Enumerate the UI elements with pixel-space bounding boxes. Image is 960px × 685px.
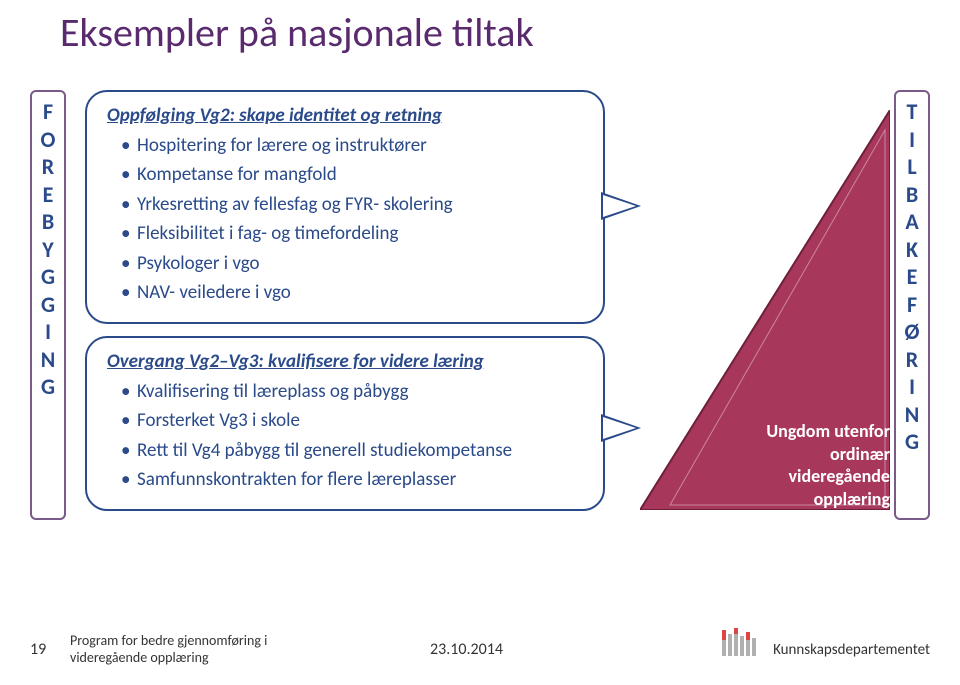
vertical-letter: I xyxy=(32,318,64,346)
vertical-letter: B xyxy=(896,181,928,209)
list-item: Kompetanse for mangfold xyxy=(125,160,583,189)
footer-program-line2: videregående opplæring xyxy=(70,649,209,666)
vertical-letter: R xyxy=(32,153,64,181)
vertical-letter: E xyxy=(32,181,64,209)
callout-heading: Oppfølging Vg2: skape identitet og retni… xyxy=(107,104,583,127)
vertical-letter: T xyxy=(896,98,928,126)
callout-overgang: Overgang Vg2–Vg3: kvalifisere for videre… xyxy=(85,336,605,511)
vertical-letter: Ø xyxy=(896,318,928,346)
list-item: Psykologer i vgo xyxy=(125,249,583,278)
vertical-letter: B xyxy=(32,208,64,236)
callout-list: Hospitering for lærere og instruktørerKo… xyxy=(125,131,583,308)
vertical-letter: G xyxy=(32,263,64,291)
vertical-letter: E xyxy=(896,263,928,291)
footer-date: 23.10.2014 xyxy=(430,640,503,659)
vertical-letter: N xyxy=(32,346,64,374)
footer-program-line1: Program for bedre gjennomføring i xyxy=(70,632,267,649)
vertical-letter: F xyxy=(32,98,64,126)
list-item: NAV- veiledere i vgo xyxy=(125,278,583,307)
footer: 19 Program for bedre gjennomføring i vid… xyxy=(0,617,960,667)
vertical-letter: O xyxy=(32,126,64,154)
slide: Eksempler på nasjonale tiltak FOREBYGGIN… xyxy=(0,0,960,685)
arrow-label: Ungdom utenfor ordinær videregående oppl… xyxy=(740,420,890,510)
vertical-letter: F xyxy=(896,291,928,319)
vertical-letter: N xyxy=(896,401,928,429)
right-vertical-label: TILBAKEFØRING xyxy=(894,90,930,520)
footer-logo-icon xyxy=(720,626,760,665)
left-vertical-label: FOREBYGGING xyxy=(30,90,66,520)
callout-pointer-icon xyxy=(601,192,641,220)
footer-department: Kunnskapsdepartementet xyxy=(773,641,930,659)
list-item: Yrkesretting av fellesfag og FYR- skoler… xyxy=(125,190,583,219)
vertical-letter: G xyxy=(896,428,928,456)
slide-title: Eksempler på nasjonale tiltak xyxy=(60,8,534,57)
list-item: Kvalifisering til læreplass og påbygg xyxy=(125,377,583,406)
footer-program: Program for bedre gjennomføring i videre… xyxy=(70,633,370,667)
page-number: 19 xyxy=(30,640,46,659)
callout-list: Kvalifisering til læreplass og påbyggFor… xyxy=(125,377,583,495)
list-item: Samfunnskontrakten for flere læreplasser xyxy=(125,465,583,494)
list-item: Hospitering for lærere og instruktører xyxy=(125,131,583,160)
list-item: Forsterket Vg3 i skole xyxy=(125,406,583,435)
vertical-letter: L xyxy=(896,153,928,181)
vertical-letter: G xyxy=(32,373,64,401)
callout-pointer-icon xyxy=(601,414,641,442)
list-item: Rett til Vg4 påbygg til generell studiek… xyxy=(125,436,583,465)
callout-heading: Overgang Vg2–Vg3: kvalifisere for videre… xyxy=(107,350,583,373)
vertical-letter: Y xyxy=(32,236,64,264)
vertical-letter: K xyxy=(896,236,928,264)
vertical-letter: A xyxy=(896,208,928,236)
callout-oppfolging: Oppfølging Vg2: skape identitet og retni… xyxy=(85,90,605,324)
vertical-letter: I xyxy=(896,126,928,154)
vertical-letter: R xyxy=(896,346,928,374)
vertical-letter: G xyxy=(32,291,64,319)
vertical-letter: I xyxy=(896,373,928,401)
list-item: Fleksibilitet i fag- og timefordeling xyxy=(125,219,583,248)
